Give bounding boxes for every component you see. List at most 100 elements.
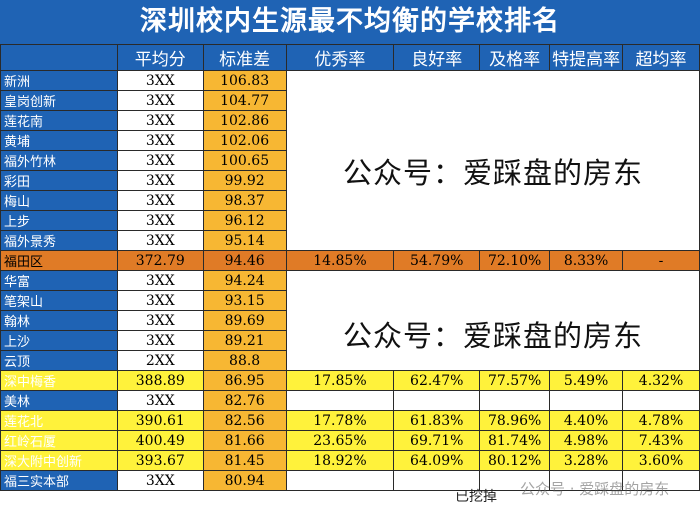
header-cell-std: 标准差 xyxy=(202,44,287,71)
school-name-cell: 彩田 xyxy=(0,170,118,191)
ranking-table: 平均分 标准差 优秀率 良好率 及格率 特提高率 超均率 新洲 3XX 106.83… xyxy=(0,44,700,491)
std-cell: 106.83 xyxy=(202,70,287,91)
avg-cell: 2XX xyxy=(116,350,204,371)
school-name-cell: 黄埔 xyxy=(0,130,118,151)
blank-area-cell xyxy=(285,70,700,251)
special-cell: 4.98% xyxy=(549,430,624,451)
school-name-cell: 云顶 xyxy=(0,350,118,371)
school-name-cell: 翰林 xyxy=(0,310,118,331)
school-name-cell: 福外竹林 xyxy=(0,150,118,171)
header-cell-above-avg: 超均率 xyxy=(622,44,700,71)
excellent-cell xyxy=(285,470,395,491)
school-name-cell: 深大附中创新 xyxy=(0,450,118,471)
table-row: 深大附中创新 393.67 81.45 18.92% 64.09% 80.12% 3.28%… xyxy=(0,450,700,471)
table-row: 新洲 3XX 106.83 xyxy=(0,70,700,251)
table-row: 彩田 3XX 99.92 xyxy=(0,170,700,191)
excellent-cell: 14.85% xyxy=(285,250,395,271)
avg-cell: 3XX xyxy=(116,130,204,151)
good-cell: 64.09% xyxy=(393,450,481,471)
above-avg-cell xyxy=(622,390,700,411)
std-cell: 98.37 xyxy=(202,190,287,211)
excellent-cell xyxy=(285,390,395,411)
school-name-cell: 福外景秀 xyxy=(0,230,118,251)
table-row: 上沙 3XX 89.21 xyxy=(0,330,700,351)
avg-cell: 3XX xyxy=(116,150,204,171)
school-name-cell: 华富 xyxy=(0,270,118,291)
good-cell xyxy=(393,390,481,411)
excellent-cell: 17.78% xyxy=(285,410,395,431)
pass-cell: 77.57% xyxy=(479,370,551,391)
std-cell: 81.66 xyxy=(202,430,287,451)
above-avg-cell: 4.32% xyxy=(622,370,700,391)
school-name-cell: 深中梅香 xyxy=(0,370,118,391)
std-cell: 95.14 xyxy=(202,230,287,251)
std-cell: 89.69 xyxy=(202,310,287,331)
avg-cell: 390.61 xyxy=(116,410,204,431)
corner-watermark: 公众号 · 爱踩盘的房东 xyxy=(520,480,670,498)
std-cell: 82.56 xyxy=(202,410,287,431)
avg-cell: 3XX xyxy=(116,210,204,231)
avg-cell: 388.89 xyxy=(116,370,204,391)
school-name-cell: 美林 xyxy=(0,390,118,411)
above-avg-cell: - xyxy=(622,250,700,271)
avg-cell: 3XX xyxy=(116,230,204,251)
pass-cell xyxy=(479,390,551,411)
std-cell: 96.12 xyxy=(202,210,287,231)
std-cell: 81.45 xyxy=(202,450,287,471)
avg-cell: 3XX xyxy=(116,170,204,191)
header-cell-excellent: 优秀率 xyxy=(285,44,395,71)
good-cell: 61.83% xyxy=(393,410,481,431)
school-name-cell: 上沙 xyxy=(0,330,118,351)
avg-cell: 372.79 xyxy=(116,250,204,271)
above-avg-cell: 7.43% xyxy=(622,430,700,451)
special-cell xyxy=(549,390,624,411)
std-cell: 82.76 xyxy=(202,390,287,411)
avg-cell: 393.67 xyxy=(116,450,204,471)
excellent-cell: 18.92% xyxy=(285,450,395,471)
special-cell xyxy=(549,470,624,491)
excellent-cell: 17.85% xyxy=(285,370,395,391)
watermark-overlay-2: 公众号：爱踩盘的房东 xyxy=(342,319,643,353)
school-name-cell: 福三实本部 xyxy=(0,470,118,491)
std-cell: 88.8 xyxy=(202,350,287,371)
school-name-cell: 福田区 xyxy=(0,250,118,271)
blank-area-cell xyxy=(285,270,700,371)
removed-note: 已挖掉 xyxy=(455,489,497,505)
table-row: 美林 3XX 82.76 xyxy=(0,390,700,411)
table-row: 红岭石厦 400.49 81.66 23.65% 69.71% 81.74% 4.98% 7.… xyxy=(0,430,700,451)
above-avg-cell: 4.78% xyxy=(622,410,700,431)
table-row: 深中梅香 388.89 86.95 17.85% 62.47% 77.57% 5.49% 4.… xyxy=(0,370,700,391)
school-name-cell: 莲花南 xyxy=(0,110,118,131)
std-cell: 94.46 xyxy=(202,250,287,271)
std-cell: 80.94 xyxy=(202,470,287,491)
school-name-cell: 红岭石厦 xyxy=(0,430,118,451)
avg-cell: 3XX xyxy=(116,330,204,351)
header-cell-good: 良好率 xyxy=(393,44,481,71)
std-cell: 99.92 xyxy=(202,170,287,191)
table-row: 上步 3XX 96.12 xyxy=(0,210,700,231)
school-name-cell: 上步 xyxy=(0,210,118,231)
table-row: 笔架山 3XX 93.15 xyxy=(0,290,700,311)
avg-cell: 3XX xyxy=(116,310,204,331)
special-cell: 4.40% xyxy=(549,410,624,431)
std-cell: 100.65 xyxy=(202,150,287,171)
avg-cell: 3XX xyxy=(116,470,204,491)
school-name-cell: 新洲 xyxy=(0,70,118,91)
school-name-cell: 笔架山 xyxy=(0,290,118,311)
pass-cell: 80.12% xyxy=(479,450,551,471)
std-cell: 104.77 xyxy=(202,90,287,111)
above-avg-cell xyxy=(622,470,700,491)
avg-cell: 3XX xyxy=(116,90,204,111)
avg-cell: 3XX xyxy=(116,270,204,291)
pass-cell: 78.96% xyxy=(479,410,551,431)
table-row: 莲花南 3XX 102.86 xyxy=(0,110,700,131)
special-cell: 8.33% xyxy=(549,250,624,271)
table-row: 莲花北 390.61 82.56 17.78% 61.83% 78.96% 4.40% 4.7… xyxy=(0,410,700,431)
excellent-cell: 23.65% xyxy=(285,430,395,451)
avg-cell: 3XX xyxy=(116,110,204,131)
good-cell: 69.71% xyxy=(393,430,481,451)
school-name-cell: 莲花北 xyxy=(0,410,118,431)
table-row: 华富 3XX 94.24 xyxy=(0,270,700,371)
std-cell: 94.24 xyxy=(202,270,287,291)
school-name-cell: 梅山 xyxy=(0,190,118,211)
